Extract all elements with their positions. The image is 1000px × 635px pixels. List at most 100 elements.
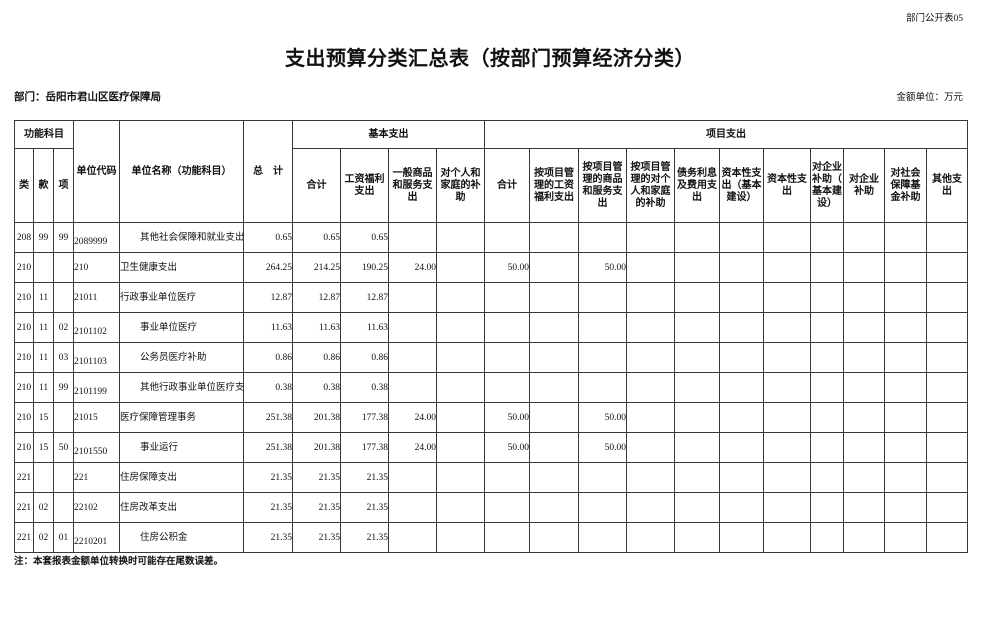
- header-proj-social-security: 对社会保障基金补助: [884, 148, 928, 223]
- header-section: 款: [33, 148, 54, 223]
- cell-proj-debt-interest: [674, 432, 721, 463]
- cell-unit-code: 2101199: [73, 372, 121, 403]
- cell-class: 210: [14, 372, 34, 403]
- header-basic-goods: 一般商品和服务支出: [388, 148, 438, 223]
- cell-proj-social-security: [884, 402, 928, 433]
- header-item: 项: [52, 148, 75, 223]
- table-row: 210 11 03 2101103 公务员医疗补助 0.86 0.86 0.86: [14, 342, 969, 373]
- cell-proj-wage: [529, 402, 580, 433]
- cell-item: 99: [52, 372, 75, 403]
- cell-class: 210: [14, 252, 34, 283]
- cell-proj-capital: [763, 462, 812, 493]
- cell-basic-goods: [388, 342, 438, 373]
- cell-item: 03: [52, 342, 75, 373]
- cell-proj-enterprise: [843, 342, 886, 373]
- cell-proj-enterprise-construction: [810, 282, 845, 313]
- cell-class: 210: [14, 342, 34, 373]
- cell-proj-capital: [763, 252, 812, 283]
- footnote: 注：本套报表金额单位转换时可能存在尾数误差。: [14, 557, 224, 567]
- cell-class: 221: [14, 522, 34, 553]
- cell-total: 12.87: [243, 282, 294, 313]
- cell-proj-enterprise-construction: [810, 312, 845, 343]
- cell-basic-personal: [436, 222, 486, 253]
- header-class: 类: [14, 148, 34, 223]
- header-proj-capital: 资本性支出: [763, 148, 812, 223]
- cell-basic-subtotal: 201.38: [292, 402, 342, 433]
- cell-basic-wage: 0.65: [340, 222, 390, 253]
- cell-proj-capital: [763, 312, 812, 343]
- header-unit-code: 单位代码: [73, 120, 121, 223]
- cell-proj-other: [926, 522, 969, 553]
- header-proj-capital-construction: 资本性支出（基本建设）: [719, 148, 765, 223]
- cell-proj-other: [926, 462, 969, 493]
- cell-unit-name: 其他社会保障和就业支出: [119, 222, 245, 253]
- cell-proj-enterprise: [843, 222, 886, 253]
- cell-section: 11: [33, 342, 54, 373]
- header-unit-name: 单位名称（功能科目）: [119, 120, 245, 223]
- cell-item: [52, 252, 75, 283]
- cell-proj-subtotal: 50.00: [484, 402, 531, 433]
- cell-proj-capital: [763, 522, 812, 553]
- cell-proj-social-security: [884, 312, 928, 343]
- header-proj-goods: 按项目管理的商品和服务支出: [578, 148, 628, 223]
- cell-class: 221: [14, 462, 34, 493]
- cell-proj-capital-construction: [719, 492, 765, 523]
- cell-proj-personal: [626, 222, 676, 253]
- cell-basic-goods: [388, 372, 438, 403]
- cell-unit-name: 事业运行: [119, 432, 245, 463]
- cell-proj-other: [926, 492, 969, 523]
- cell-proj-other: [926, 342, 969, 373]
- cell-proj-capital: [763, 222, 812, 253]
- cell-section: 02: [33, 522, 54, 553]
- cell-basic-subtotal: 21.35: [292, 462, 342, 493]
- cell-item: [52, 402, 75, 433]
- cell-proj-enterprise-construction: [810, 342, 845, 373]
- cell-proj-subtotal: [484, 522, 531, 553]
- cell-proj-debt-interest: [674, 522, 721, 553]
- cell-proj-debt-interest: [674, 282, 721, 313]
- cell-proj-enterprise-construction: [810, 252, 845, 283]
- table-row: 210 15 21015 医疗保障管理事务 251.38 201.38 177.38 24.0…: [14, 402, 969, 433]
- cell-proj-wage: [529, 222, 580, 253]
- cell-basic-goods: [388, 492, 438, 523]
- cell-basic-personal: [436, 282, 486, 313]
- cell-total: 251.38: [243, 432, 294, 463]
- cell-proj-capital-construction: [719, 312, 765, 343]
- cell-proj-other: [926, 402, 969, 433]
- cell-item: [52, 462, 75, 493]
- cell-section: [33, 252, 54, 283]
- cell-proj-goods: [578, 342, 628, 373]
- table-row: 210 210 卫生健康支出 264.25 214.25 190.25 24.00 50.00…: [14, 252, 969, 283]
- cell-proj-social-security: [884, 252, 928, 283]
- cell-basic-personal: [436, 492, 486, 523]
- cell-total: 251.38: [243, 402, 294, 433]
- cell-proj-social-security: [884, 462, 928, 493]
- cell-proj-debt-interest: [674, 492, 721, 523]
- cell-basic-wage: 0.38: [340, 372, 390, 403]
- cell-basic-goods: [388, 312, 438, 343]
- cell-proj-wage: [529, 462, 580, 493]
- cell-proj-enterprise: [843, 522, 886, 553]
- cell-basic-goods: [388, 522, 438, 553]
- cell-unit-code: 2101103: [73, 342, 121, 373]
- cell-proj-capital-construction: [719, 522, 765, 553]
- header-basic-subtotal: 合计: [292, 148, 342, 223]
- cell-basic-subtotal: 201.38: [292, 432, 342, 463]
- table-row: 210 11 02 2101102 事业单位医疗 11.63 11.63 11.63: [14, 312, 969, 343]
- header-proj-personal: 按项目管理的对个人和家庭的补助: [626, 148, 676, 223]
- header-grand-total: 总 计: [243, 120, 294, 223]
- cell-unit-name: 卫生健康支出: [119, 252, 245, 283]
- cell-basic-wage: 12.87: [340, 282, 390, 313]
- cell-proj-debt-interest: [674, 252, 721, 283]
- cell-proj-capital: [763, 282, 812, 313]
- cell-proj-social-security: [884, 432, 928, 463]
- cell-basic-wage: 11.63: [340, 312, 390, 343]
- cell-proj-social-security: [884, 492, 928, 523]
- cell-basic-goods: [388, 282, 438, 313]
- cell-basic-wage: 177.38: [340, 402, 390, 433]
- cell-proj-goods: [578, 492, 628, 523]
- cell-proj-subtotal: [484, 492, 531, 523]
- cell-proj-wage: [529, 342, 580, 373]
- cell-unit-code: 22102: [73, 492, 121, 523]
- table-row: 208 99 99 2089999 其他社会保障和就业支出 0.65 0.65 0.65: [14, 222, 969, 253]
